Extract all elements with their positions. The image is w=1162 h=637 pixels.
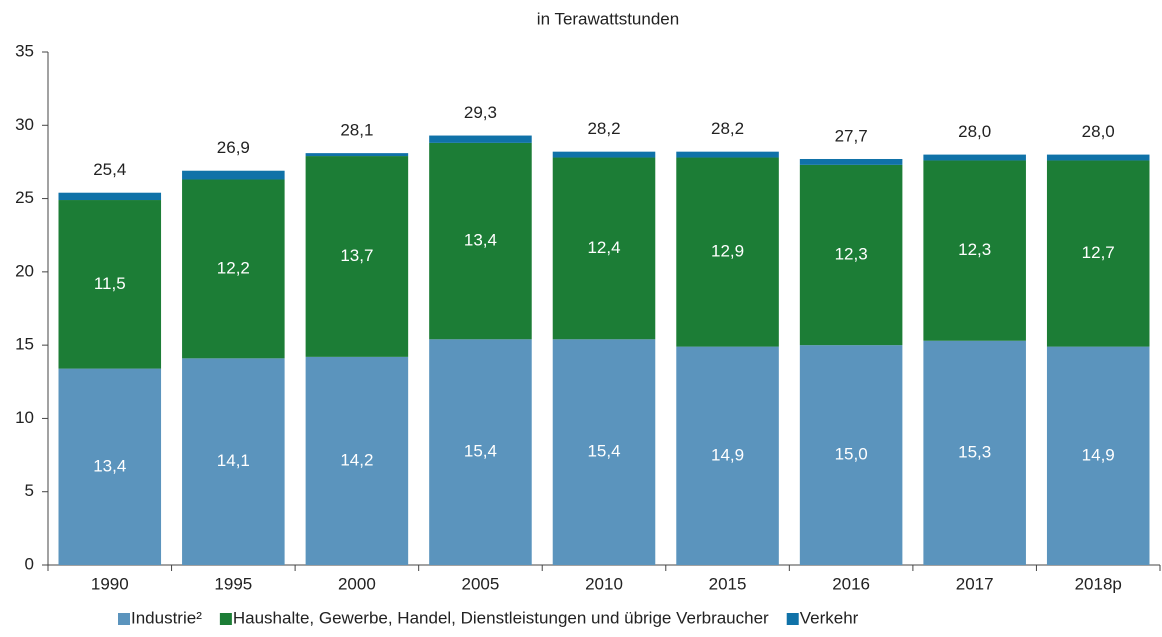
legend-swatch [786,613,799,625]
total-label: 25,4 [93,160,126,179]
bar-segment [552,157,656,340]
value-label: 12,9 [711,242,744,261]
legend-swatch [118,613,130,625]
bar-segment [676,346,779,565]
x-tick-label: 1990 [91,574,129,593]
bar-segment [429,339,532,565]
x-tick-label: 2017 [956,574,994,593]
value-label: 13,4 [93,456,126,475]
value-label: 13,7 [340,246,373,265]
legend-label: Haushalte, Gewerbe, Handel, Dienstleistu… [233,608,769,627]
value-label: 15,4 [587,442,620,461]
value-label: 13,4 [464,231,497,250]
value-label: 14,9 [711,445,744,464]
bar-segment [182,179,285,359]
value-label: 15,0 [835,445,868,464]
legend-swatch [219,613,232,625]
bar-segment [429,142,532,340]
value-label: 12,4 [587,238,620,257]
x-tick-label: 2016 [832,574,870,593]
x-tick-label: 1995 [214,574,252,593]
bar-segment [923,160,1026,341]
x-tick-label: 2000 [338,574,376,593]
y-tick-label: 10 [15,408,34,427]
x-tick-label: 2010 [585,574,623,593]
bar-segment [676,157,779,347]
bar-segment [1046,154,1150,161]
y-tick-label: 20 [15,261,34,280]
total-label: 27,7 [835,126,868,145]
bar-segment [923,154,1026,161]
value-label: 15,3 [958,442,991,461]
value-label: 12,3 [835,244,868,263]
value-label: 14,9 [1082,445,1115,464]
bar-segment [305,156,409,357]
bar-segment [923,340,1026,565]
x-tick-label: 2018p [1075,574,1122,593]
total-label: 28,0 [1082,122,1115,141]
total-label: 29,3 [464,103,497,122]
value-label: 14,2 [340,450,373,469]
x-tick-label: 2015 [709,574,747,593]
bar-segment [799,158,903,165]
bar-segment [676,151,779,158]
y-tick-label: 30 [15,115,34,134]
value-label: 12,3 [958,240,991,259]
bar-segment [305,153,409,157]
y-tick-label: 25 [15,188,34,207]
total-label: 28,0 [958,122,991,141]
y-tick-label: 35 [15,41,34,60]
legend-label: Industrie² [131,608,202,627]
bar-segment [58,368,162,565]
bar-segment [552,151,656,158]
bar-segment [1046,160,1150,347]
total-label: 28,1 [340,121,373,140]
value-label: 14,1 [217,451,250,470]
y-tick-label: 15 [15,335,34,354]
bar-segment [429,135,532,143]
y-tick-label: 0 [25,554,34,573]
bar-segment [58,200,162,369]
bar-segment [58,192,162,201]
value-label: 12,7 [1082,243,1115,262]
total-label: 26,9 [217,138,250,157]
value-label: 11,5 [94,274,126,293]
bar-segment [305,356,409,565]
bar-segment [799,164,903,346]
y-tick-label: 5 [25,481,34,500]
bar-segment [552,339,656,565]
bar-segment [182,358,285,565]
chart-title: in Terawattstunden [537,9,679,28]
value-label: 12,2 [217,258,250,277]
bar-segment [182,170,285,180]
x-tick-label: 2005 [462,574,500,593]
total-label: 28,2 [587,119,620,138]
bar-segment [799,345,903,565]
bar-segment [1046,346,1150,565]
legend-label: Verkehr [800,608,859,627]
total-label: 28,2 [711,119,744,138]
value-label: 15,4 [464,442,497,461]
